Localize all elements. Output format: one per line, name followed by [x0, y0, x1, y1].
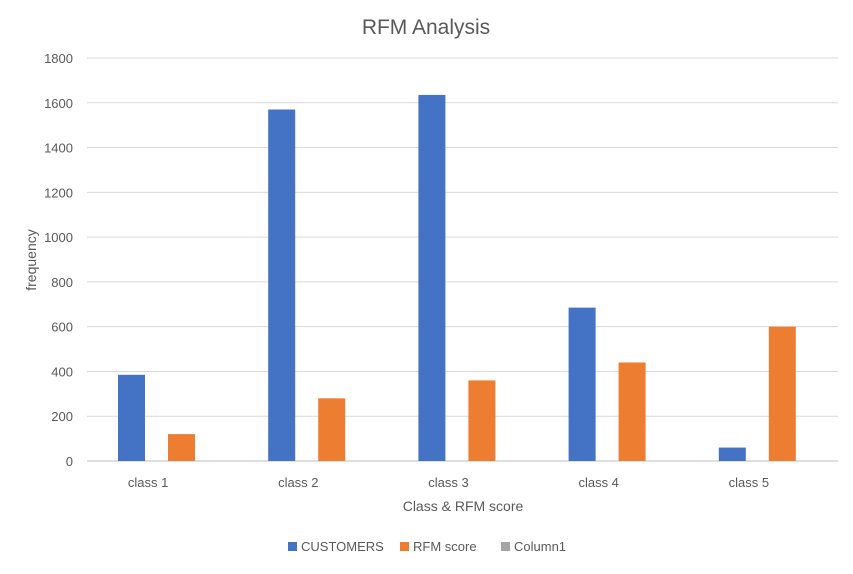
y-tick-label: 1200: [44, 185, 73, 200]
x-tick-label: class 2: [278, 475, 318, 490]
y-tick-label: 1800: [44, 51, 73, 66]
x-tick-label: class 1: [128, 475, 168, 490]
y-tick-label: 600: [51, 320, 73, 335]
x-tick-label: class 5: [729, 475, 769, 490]
bar-customers-class-5: [718, 447, 746, 461]
y-tick-label: 800: [51, 275, 73, 290]
y-tick-label: 0: [66, 454, 73, 469]
legend-item: RFM score: [400, 539, 477, 554]
legend-item: CUSTOMERS: [288, 539, 384, 554]
y-axis-tick-labels: 0 200 400 600 800 1000 1200 1400 1600 1800: [44, 51, 73, 469]
x-tick-label: class 3: [428, 475, 468, 490]
legend-swatch: [400, 542, 409, 551]
legend-swatch: [288, 542, 297, 551]
x-axis-tick-labels: class 1 class 2 class 3 class 4 class 5: [128, 475, 769, 490]
legend-item: Column1: [501, 539, 566, 554]
legend: CUSTOMERS RFM score Column1: [288, 539, 566, 554]
legend-label: Column1: [514, 539, 566, 554]
x-tick-label: class 4: [578, 475, 618, 490]
x-axis-title: Class & RFM score: [403, 498, 524, 514]
legend-label: CUSTOMERS: [301, 539, 384, 554]
bars: [118, 94, 796, 462]
chart-title: RFM Analysis: [362, 16, 490, 39]
gridlines: [87, 57, 838, 462]
bar-customers-class-3: [418, 94, 446, 462]
y-tick-label: 1600: [44, 96, 73, 111]
legend-label: RFM score: [413, 539, 477, 554]
y-tick-label: 400: [51, 364, 73, 379]
y-tick-label: 1400: [44, 141, 73, 156]
bar-customers-class-2: [268, 109, 296, 461]
legend-swatch: [501, 542, 510, 551]
bar-rfm-score-class-4: [618, 362, 646, 461]
bar-rfm-score-class-3: [468, 380, 496, 461]
bar-rfm-score-class-1: [168, 434, 195, 461]
y-tick-label: 1000: [44, 230, 73, 245]
bar-rfm-score-class-5: [768, 326, 796, 461]
y-axis-title: frequency: [23, 229, 39, 290]
bar-rfm-score-class-2: [318, 398, 346, 461]
y-tick-label: 200: [51, 409, 73, 424]
bar-customers-class-1: [118, 374, 145, 461]
bar-customers-class-4: [568, 307, 596, 461]
